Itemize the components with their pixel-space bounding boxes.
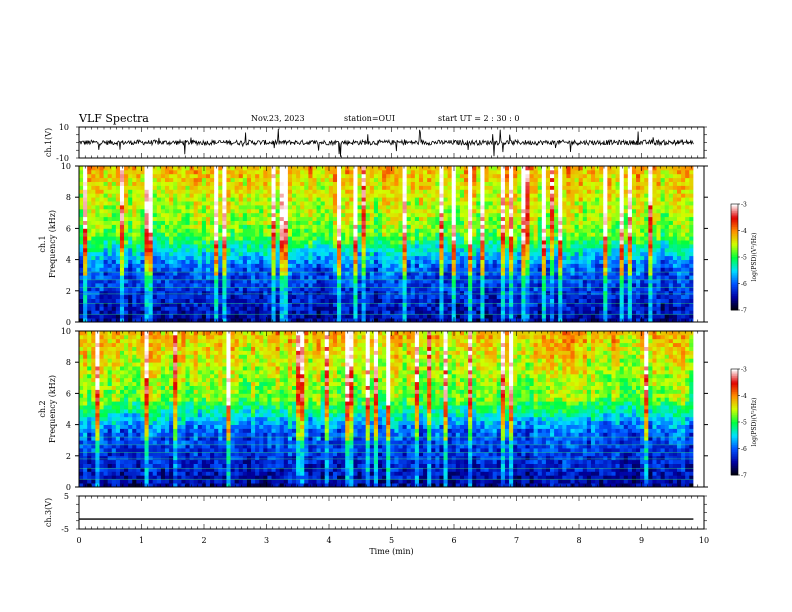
xtick-label: 6 — [451, 536, 456, 545]
xtick-label: 1 — [139, 536, 144, 545]
ch2-colorbar — [730, 368, 740, 476]
ch2-ytick: 2 — [66, 452, 71, 461]
ch2-ytick: 0 — [66, 483, 71, 492]
figure-title: VLF Spectra — [79, 112, 149, 125]
ch1-colorbar-tick: -7 — [741, 308, 747, 315]
xtick-label: 9 — [639, 536, 644, 545]
ch3-ytick-top: 5 — [64, 492, 69, 501]
ch1-waveform-line — [78, 128, 694, 157]
ch1-colorbar-label: log(PSD)(V²/Hz) — [751, 233, 758, 282]
ch1-ytick: 10 — [61, 162, 71, 171]
x-axis-label: Time (min) — [369, 547, 413, 556]
start-ut-label: start UT = 2 : 30 : 0 — [438, 114, 520, 123]
ch1-spectrogram — [79, 166, 704, 323]
ch2-spectrogram — [79, 331, 704, 488]
station-label: station=OUI — [344, 114, 395, 123]
xtick-label: 7 — [514, 536, 519, 545]
xtick-label: 4 — [326, 536, 331, 545]
ch2-ytick: 8 — [66, 358, 71, 367]
ch3-ylabel: ch.3(V) — [44, 498, 53, 527]
ch2-colorbar-label: log(PSD)(V²/Hz) — [751, 398, 758, 447]
ch1-ytick: 4 — [66, 256, 71, 265]
ch3-waveform-frame — [78, 495, 705, 530]
ch2-colorbar-tick: -6 — [741, 446, 747, 453]
ch1-ylabel-freq: Frequency (kHz) — [48, 210, 57, 278]
ch2-ytick: 4 — [66, 421, 71, 430]
ch1-colorbar-tick: -5 — [741, 255, 747, 262]
ch1-ytick: 2 — [66, 287, 71, 296]
ch2-ylabel-freq: Frequency (kHz) — [48, 375, 57, 443]
ch1-ylabel-channel: ch.1 — [38, 235, 47, 252]
ch2-ytick: 10 — [61, 327, 71, 336]
xtick-label: 0 — [76, 536, 81, 545]
ch1-ylabel: ch.1(V) — [44, 128, 53, 157]
ch1-colorbar-tick: -3 — [741, 202, 747, 209]
ch1-colorbar — [730, 203, 740, 311]
xtick-label: 10 — [699, 536, 709, 545]
ch2-ytick: 6 — [66, 389, 71, 398]
ch1-ytick-bottom: -10 — [56, 154, 69, 163]
ch2-colorbar-tick: -3 — [741, 367, 747, 374]
date-label: Nov.23, 2023 — [251, 114, 305, 123]
ch1-colorbar-tick: -6 — [741, 281, 747, 288]
ch1-ytick-top: 10 — [59, 123, 69, 132]
ch1-colorbar-tick: -4 — [741, 228, 747, 235]
xtick-label: 3 — [264, 536, 269, 545]
xtick-label: 8 — [576, 536, 581, 545]
ch1-ytick: 8 — [66, 193, 71, 202]
ch2-colorbar-tick: -7 — [741, 473, 747, 480]
xtick-label: 2 — [201, 536, 206, 545]
ch2-ylabel-channel: ch.2 — [38, 400, 47, 417]
ch2-colorbar-tick: -5 — [741, 420, 747, 427]
ch3-ytick-bottom: -5 — [61, 525, 69, 534]
ch1-ytick: 0 — [66, 318, 71, 327]
ch2-colorbar-tick: -4 — [741, 393, 747, 400]
xtick-label: 5 — [389, 536, 394, 545]
ch1-ytick: 6 — [66, 224, 71, 233]
